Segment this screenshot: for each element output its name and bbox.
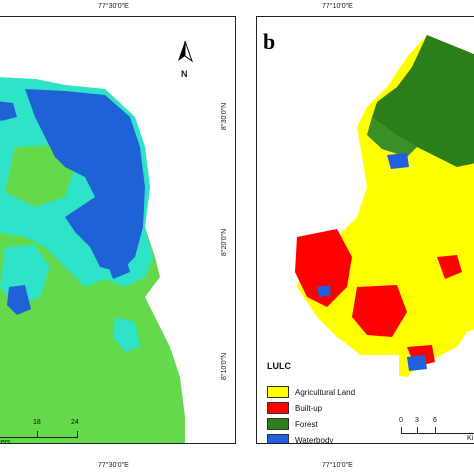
swatch-waterbody: [267, 434, 289, 443]
region-forest-patch: [367, 117, 417, 157]
swatch-builtup: [267, 402, 289, 414]
region-builtup-2: [352, 285, 407, 337]
map-panel-a: N 8°30'0"N 8°20'0"N 8°10'0"N 18 24 eters: [0, 16, 236, 444]
lat-label-a-1: 8°30'0"N: [221, 102, 229, 131]
map-panel-b: b LULC Agricultural Land Built-up Forest: [256, 16, 474, 444]
region-forest: [372, 35, 474, 167]
legend-label-forest: Forest: [295, 419, 318, 429]
scale-tick-6: 6: [433, 417, 437, 424]
scale-tick-24: 24: [71, 419, 79, 426]
north-letter: N: [181, 69, 188, 79]
legend-label-waterbody: Waterbody: [295, 435, 334, 444]
legend-item-forest: Forest: [267, 417, 318, 431]
lulc-map: [295, 35, 474, 377]
region-waterbody-2: [407, 355, 427, 371]
scale-bar-a: 18 24 eters: [0, 417, 95, 444]
scale-tick-3: 3: [415, 417, 419, 424]
region-green-patch-3: [113, 317, 140, 352]
region-deep-blue-patch-1: [105, 255, 130, 279]
legend-item-builtup: Built-up: [267, 401, 322, 415]
terrain-map: [0, 77, 185, 443]
top-longitude-label-a: 77°30'0"E: [98, 3, 129, 10]
region-green-patch-1: [5, 145, 75, 207]
scale-tick-0: 0: [399, 417, 403, 424]
scale-tick-18: 18: [33, 419, 41, 426]
region-deep-blue-patch-2: [7, 285, 31, 315]
lat-label-a-2: 8°20'0"N: [221, 228, 229, 257]
region-deep-blue-patch-3: [0, 101, 17, 121]
scale-bar-b: 0 3 6 Ki: [397, 413, 474, 443]
region-deep-blue: [25, 89, 145, 272]
panel-letter-b: b: [263, 29, 276, 54]
scale-unit-a: eters: [0, 439, 11, 444]
legend-item-waterbody: Waterbody: [267, 433, 334, 444]
legend-label-builtup: Built-up: [295, 403, 323, 413]
region-waterbody-3: [317, 285, 331, 297]
swatch-forest: [267, 418, 289, 430]
swatch-agricultural: [267, 386, 289, 398]
legend-item-agricultural: Agricultural Land: [267, 385, 355, 399]
region-waterbody-1: [387, 153, 409, 169]
north-arrow-icon: [178, 40, 193, 63]
region-builtup-4: [437, 255, 462, 279]
legend-label-agricultural: Agricultural Land: [295, 387, 356, 397]
top-longitude-label-b: 77°10'0"E: [322, 3, 353, 10]
legend-title: LULC: [267, 361, 291, 371]
scale-unit-b: Ki: [467, 435, 474, 442]
bottom-longitude-label-b: 77°10'0"E: [322, 462, 353, 469]
bottom-longitude-label-a: 77°30'0"E: [98, 462, 129, 469]
region-builtup-1: [295, 229, 352, 307]
legend: LULC Agricultural Land Built-up Forest W…: [261, 355, 399, 443]
lat-label-a-3: 8°10'0"N: [221, 352, 229, 381]
